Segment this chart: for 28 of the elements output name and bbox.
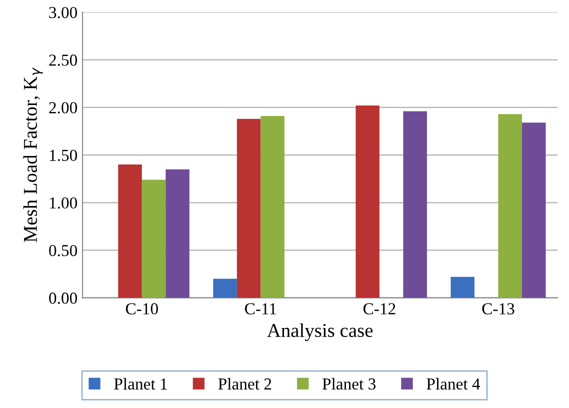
y-axis-title: Mesh Load Factor, K$_{γ}$ <box>23 67 43 242</box>
bar <box>498 114 522 298</box>
legend-label: Planet 4 <box>426 378 480 390</box>
bar <box>236 118 261 298</box>
x-tick-label: C-12 <box>363 303 396 314</box>
bar <box>356 106 380 298</box>
legend-label: Planet 3 <box>322 378 376 390</box>
x-axis-title: Analysis case <box>267 323 373 342</box>
x-tick-label: C-10 <box>126 303 158 314</box>
y-tick-label: 3.00 <box>49 6 78 18</box>
y-tick-label: 2.50 <box>49 54 78 66</box>
bar <box>522 122 546 298</box>
bar <box>118 164 142 298</box>
y-tick-label: 1.50 <box>50 150 78 162</box>
y-tick-label: 1.00 <box>50 197 78 209</box>
legend-label: Planet 1 <box>114 378 167 390</box>
bar <box>142 180 166 298</box>
bar <box>213 278 237 298</box>
bar <box>403 111 427 298</box>
bar <box>166 169 190 298</box>
y-tick-label: 0.50 <box>49 244 78 256</box>
bar <box>260 116 284 298</box>
bar <box>450 276 474 298</box>
x-tick-label: C-11 <box>245 303 276 314</box>
legend-label: Planet 2 <box>218 378 272 390</box>
y-tick-label: 0.00 <box>49 292 78 304</box>
y-tick-label: 2.00 <box>49 102 78 114</box>
x-tick-label: C-13 <box>482 303 514 314</box>
